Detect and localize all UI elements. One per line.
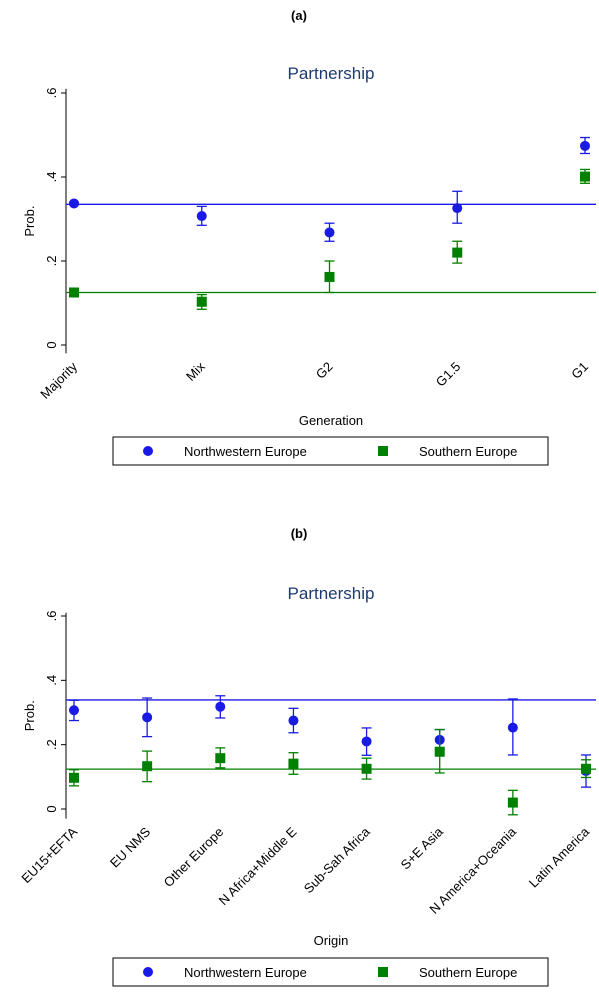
legend-label: Northwestern Europe [184,965,307,980]
legend: Northwestern Europe Southern Europe [112,957,549,987]
marker [288,715,299,726]
marker [196,296,207,307]
chart-title: Partnership [288,64,375,83]
marker [69,705,79,716]
legend-marker [378,967,388,977]
x-tick-label: S+E Asia [398,824,447,873]
y-tick-label: 0 [44,805,59,812]
marker [434,746,445,757]
legend-box [112,957,549,987]
marker [215,701,226,712]
marker [507,722,518,733]
legend-marker [143,446,153,456]
x-tick-label: N Africa+Middle E [216,824,300,908]
marker [507,797,518,808]
x-tick-label: Mix [183,359,208,384]
y-tick-label: .6 [44,88,59,99]
legend-label: Southern Europe [419,965,517,980]
legend-marker [143,967,153,977]
y-tick-label: .2 [44,256,59,267]
x-tick-label: Majority [37,359,80,402]
y-tick-label: .4 [44,675,59,686]
marker [324,227,335,238]
marker [215,753,226,764]
x-axis-title: Generation [299,413,363,428]
y-tick-label: 0 [44,341,59,348]
x-tick-label: G1 [568,359,591,382]
panel-label: (a) [291,8,307,23]
x-axis-title: Origin [314,933,349,948]
x-tick-label: Other Europe [161,824,227,890]
marker [361,736,372,747]
x-tick-label: EU15+EFTA [18,824,80,886]
marker [580,171,590,182]
marker [142,761,153,772]
legend-marker [378,446,388,456]
marker [142,712,153,723]
marker [69,198,79,209]
legend-label: Northwestern Europe [184,444,307,459]
marker [361,763,372,774]
marker [452,203,463,214]
marker [69,772,79,783]
marker [452,247,463,258]
panel-label: (b) [291,526,308,541]
marker [580,140,590,151]
marker [581,763,591,774]
marker [69,287,79,298]
y-tick-label: .4 [44,172,59,183]
legend-label: Southern Europe [419,444,517,459]
marker [196,211,207,222]
x-tick-label: G2 [313,359,336,382]
x-tick-label: Sub-Sah Africa [301,824,373,896]
y-tick-label: .6 [44,611,59,622]
marker [288,758,299,769]
chart-title: Partnership [288,584,375,603]
x-tick-label: EU NMS [107,824,154,871]
y-axis-title: Prob. [22,206,37,237]
x-tick-label: Latin America [526,824,593,891]
y-tick-label: .2 [44,739,59,750]
x-tick-label: G1.5 [433,359,464,390]
legend: Northwestern Europe Southern Europe [112,436,549,466]
y-axis-title: Prob. [22,700,37,731]
marker [324,271,335,282]
legend-box [112,436,549,466]
